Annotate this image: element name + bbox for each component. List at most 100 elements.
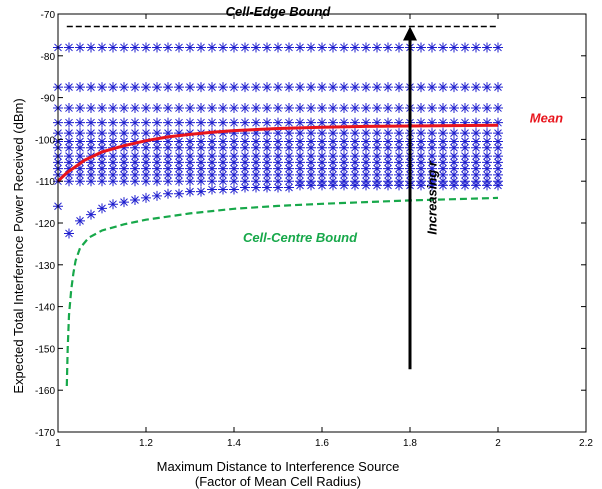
asterisk-marker <box>394 117 404 128</box>
asterisk-marker <box>284 42 294 53</box>
asterisk-marker <box>130 163 140 174</box>
x-axis-title-line2: (Factor of Mean Cell Radius) <box>195 474 361 489</box>
asterisk-marker <box>416 128 426 139</box>
asterisk-marker <box>493 136 503 147</box>
asterisk-marker <box>416 117 426 128</box>
asterisk-marker <box>119 42 129 53</box>
asterisk-marker <box>163 82 173 93</box>
asterisk-marker <box>471 163 481 174</box>
asterisk-marker <box>361 157 371 168</box>
asterisk-marker <box>383 180 393 191</box>
asterisk-marker <box>97 142 107 153</box>
asterisk-marker <box>130 169 140 180</box>
asterisk-marker <box>97 42 107 53</box>
asterisk-marker <box>130 103 140 114</box>
asterisk-marker <box>207 176 217 187</box>
asterisk-marker <box>471 82 481 93</box>
asterisk-marker <box>427 103 437 114</box>
asterisk-marker <box>64 117 74 128</box>
asterisk-marker <box>108 163 118 174</box>
asterisk-marker <box>372 169 382 180</box>
asterisk-marker <box>108 151 118 162</box>
asterisk-marker <box>317 169 327 180</box>
asterisk-marker <box>251 157 261 168</box>
asterisk-marker <box>207 136 217 147</box>
y-tick-label: -120 <box>35 219 55 230</box>
asterisk-marker <box>328 142 338 153</box>
asterisk-marker <box>119 128 129 139</box>
asterisk-marker <box>339 128 349 139</box>
asterisk-marker <box>416 82 426 93</box>
asterisk-marker <box>163 117 173 128</box>
increasing-r-label: Increasing r <box>424 160 439 235</box>
asterisk-marker <box>350 169 360 180</box>
asterisk-marker <box>295 180 305 191</box>
asterisk-marker <box>339 157 349 168</box>
asterisk-marker <box>339 42 349 53</box>
asterisk-marker <box>75 215 85 226</box>
asterisk-marker <box>163 136 173 147</box>
asterisk-marker <box>273 163 283 174</box>
asterisk-marker <box>240 117 250 128</box>
asterisk-marker <box>152 136 162 147</box>
asterisk-marker <box>174 128 184 139</box>
asterisk-marker <box>97 103 107 114</box>
asterisk-marker <box>460 169 470 180</box>
asterisk-marker <box>251 103 261 114</box>
asterisk-marker <box>471 136 481 147</box>
asterisk-marker <box>130 117 140 128</box>
asterisk-marker <box>207 169 217 180</box>
asterisk-marker <box>482 128 492 139</box>
asterisk-marker <box>350 136 360 147</box>
asterisk-marker <box>97 151 107 162</box>
asterisk-marker <box>240 82 250 93</box>
asterisk-marker <box>328 103 338 114</box>
asterisk-marker <box>471 142 481 153</box>
asterisk-marker <box>273 117 283 128</box>
asterisk-marker <box>196 136 206 147</box>
asterisk-marker <box>229 142 239 153</box>
cell-edge-bound-label: Cell-Edge Bound <box>226 4 332 19</box>
asterisk-marker <box>438 103 448 114</box>
asterisk-marker <box>482 151 492 162</box>
asterisk-marker <box>482 163 492 174</box>
y-tick-label: -150 <box>35 344 55 355</box>
asterisk-marker <box>218 157 228 168</box>
asterisk-marker <box>152 82 162 93</box>
x-tick-label: 1.6 <box>315 438 329 449</box>
asterisk-marker <box>394 180 404 191</box>
asterisk-marker <box>86 136 96 147</box>
asterisk-marker <box>75 136 85 147</box>
asterisk-marker <box>119 136 129 147</box>
asterisk-marker <box>64 151 74 162</box>
asterisk-marker <box>141 157 151 168</box>
asterisk-marker <box>97 117 107 128</box>
asterisk-marker <box>240 103 250 114</box>
asterisk-marker <box>163 176 173 187</box>
asterisk-marker <box>460 180 470 191</box>
asterisk-marker <box>218 136 228 147</box>
asterisk-marker <box>218 117 228 128</box>
asterisk-marker <box>64 228 74 239</box>
asterisk-marker <box>471 151 481 162</box>
asterisk-marker <box>317 142 327 153</box>
asterisk-marker <box>361 82 371 93</box>
asterisk-marker <box>262 163 272 174</box>
asterisk-marker <box>460 103 470 114</box>
asterisk-marker <box>284 136 294 147</box>
asterisk-marker <box>130 176 140 187</box>
asterisk-marker <box>449 117 459 128</box>
asterisk-marker <box>339 180 349 191</box>
asterisk-marker <box>207 117 217 128</box>
asterisk-marker <box>251 151 261 162</box>
asterisk-marker <box>328 42 338 53</box>
asterisk-marker <box>218 169 228 180</box>
asterisk-marker <box>218 82 228 93</box>
asterisk-marker <box>427 42 437 53</box>
asterisk-marker <box>75 82 85 93</box>
asterisk-marker <box>328 180 338 191</box>
asterisk-marker <box>218 103 228 114</box>
asterisk-marker <box>119 82 129 93</box>
asterisk-marker <box>152 103 162 114</box>
